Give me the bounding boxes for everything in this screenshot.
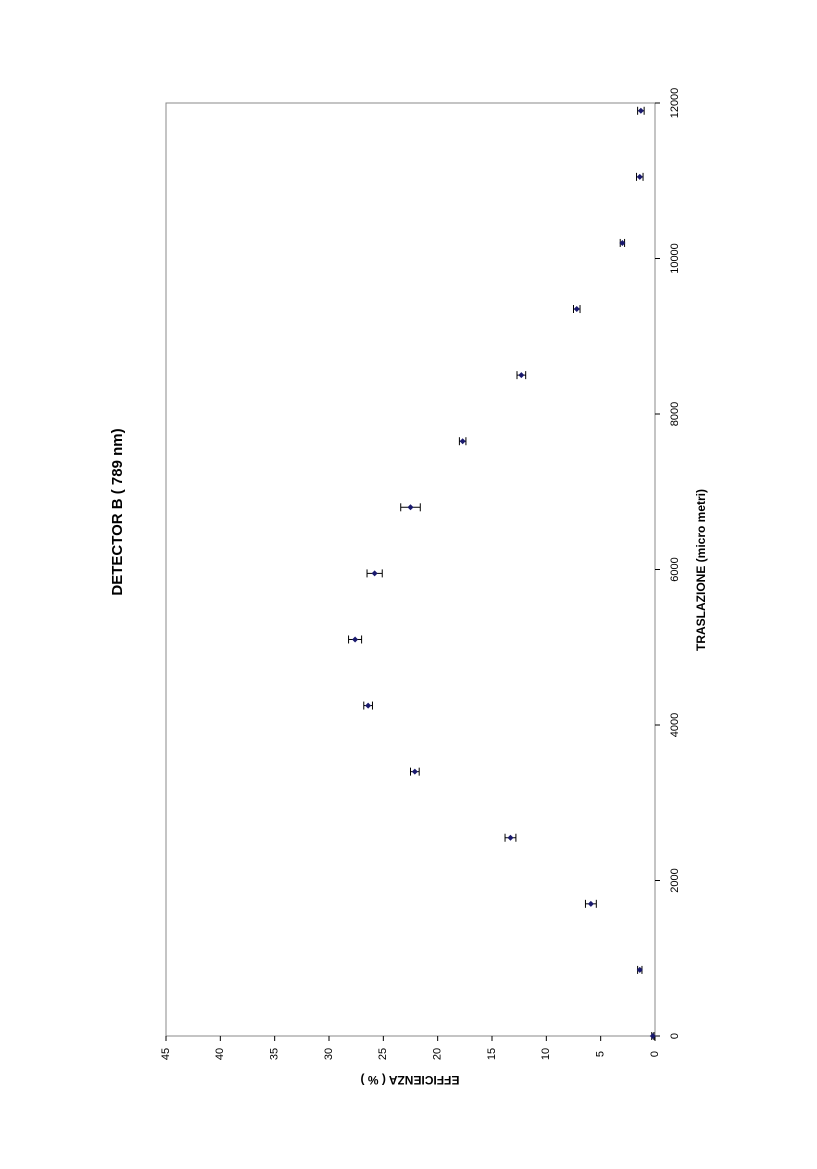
point	[371, 570, 378, 577]
point	[587, 900, 594, 907]
x-tick-label: 6000	[669, 557, 681, 581]
y-tick-label: 5	[595, 1051, 607, 1057]
chart-title: DETECTOR B ( 789 nm)	[109, 428, 126, 595]
x-tick-label: 4000	[669, 713, 681, 737]
x-tick-label: 2000	[669, 868, 681, 892]
y-tick-label: 20	[432, 1048, 444, 1060]
point	[649, 1033, 656, 1039]
point	[637, 107, 644, 114]
point	[507, 834, 514, 841]
y-tick-label: 45	[160, 1048, 172, 1060]
x-tick-label: 10000	[669, 243, 681, 274]
y-tick-label: 40	[214, 1048, 226, 1060]
point	[619, 239, 626, 246]
x-tick-label: 12000	[669, 88, 681, 119]
point	[518, 372, 525, 379]
plot-frame	[165, 102, 656, 1037]
y-tick-label: 0	[649, 1051, 661, 1057]
point	[352, 636, 359, 643]
y-tick-label: 10	[540, 1048, 552, 1060]
point	[573, 306, 580, 313]
point	[365, 702, 372, 709]
point	[407, 504, 414, 511]
point	[636, 173, 643, 180]
x-axis-label: TRASLAZIONE (micro metri)	[694, 489, 708, 651]
point	[411, 768, 418, 775]
y-tick-label: 30	[323, 1048, 335, 1060]
x-tick-label: 8000	[669, 402, 681, 426]
point	[636, 966, 643, 973]
y-axis-label: EFFICIENZA ( % )	[361, 1073, 460, 1087]
point	[459, 438, 466, 445]
y-tick-label: 15	[486, 1048, 498, 1060]
y-tick-label: 35	[269, 1048, 281, 1060]
x-tick-label: 0	[669, 1033, 681, 1039]
y-tick-label: 25	[377, 1048, 389, 1060]
